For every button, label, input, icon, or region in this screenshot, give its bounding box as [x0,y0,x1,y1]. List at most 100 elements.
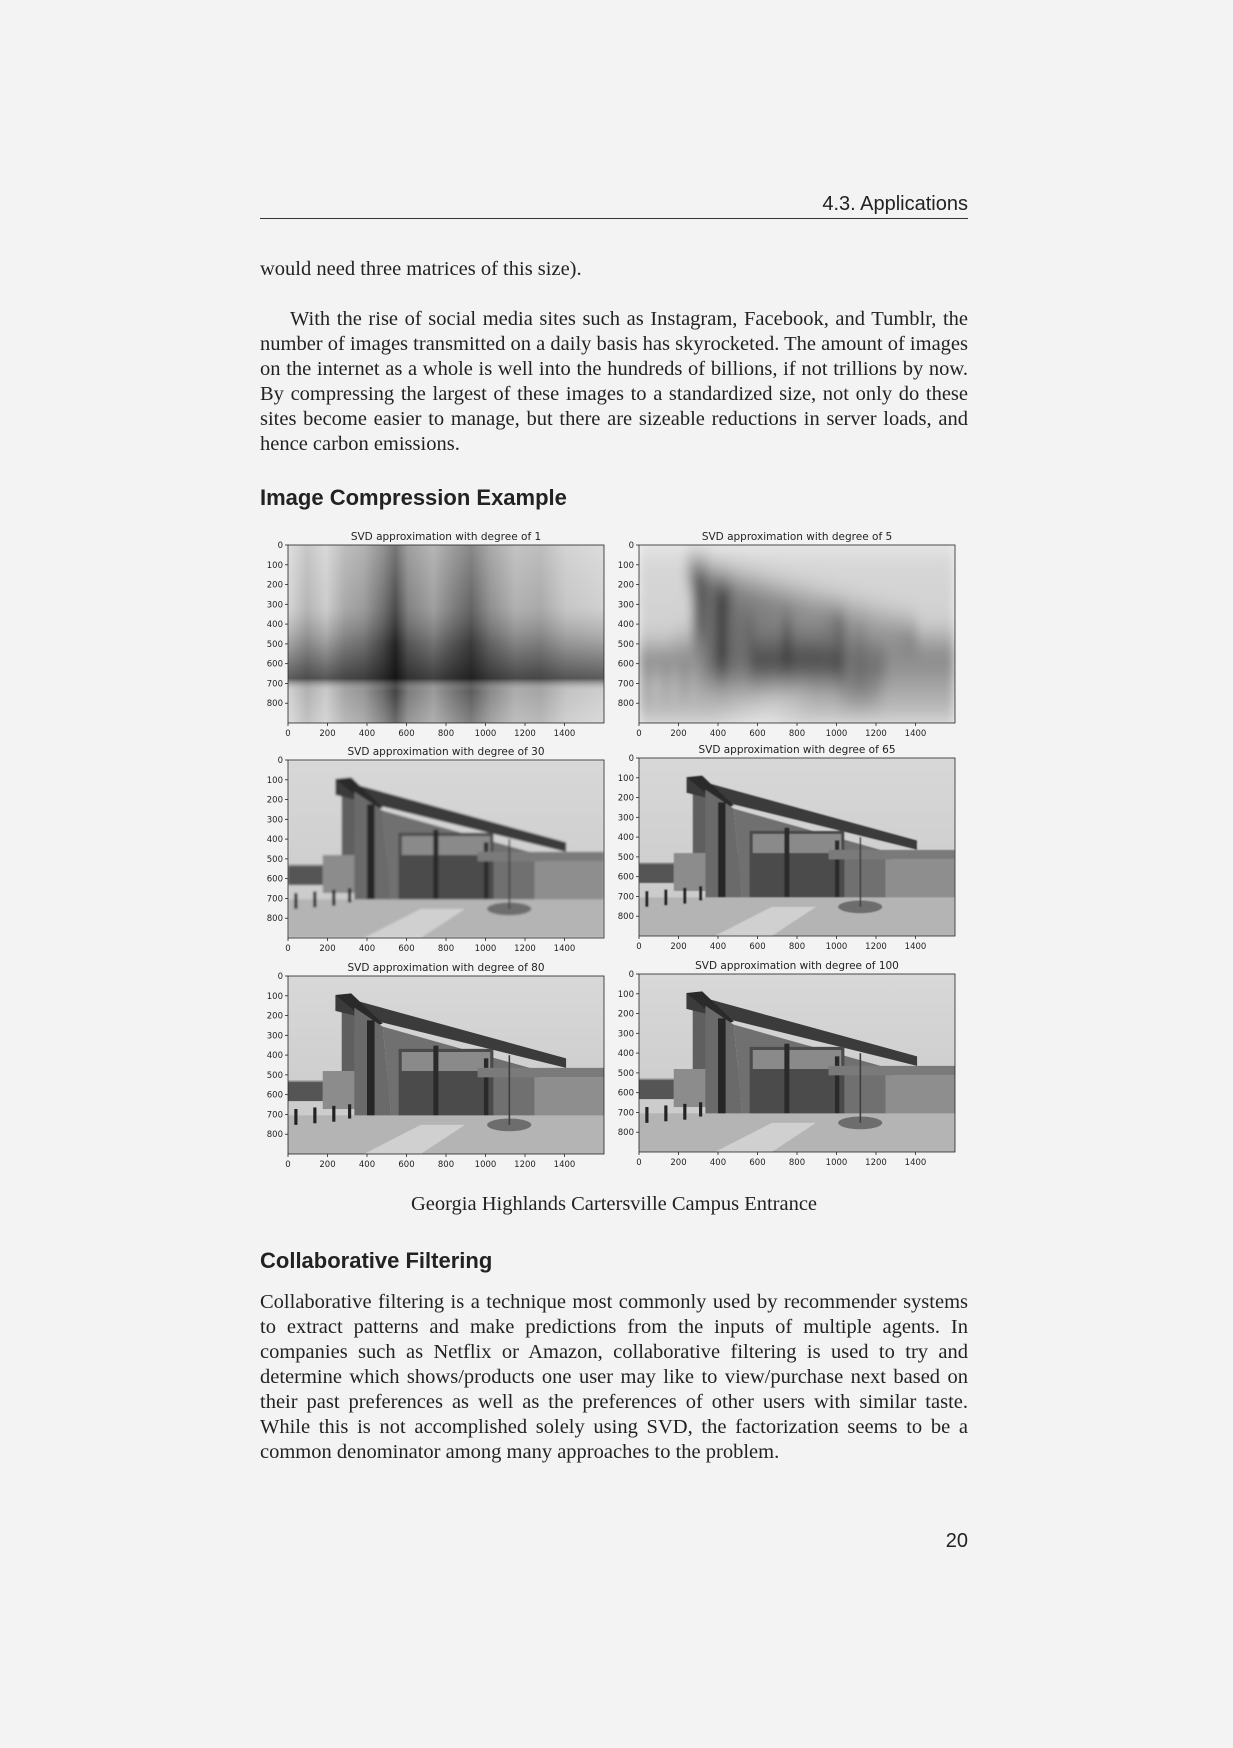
x-tick-label: 1200 [514,944,536,954]
y-tick-label: 700 [267,1110,283,1120]
x-tick-label: 400 [359,1160,375,1170]
y-tick-label: 700 [267,894,283,904]
y-tick-label: 100 [618,561,634,571]
x-tick-label: 600 [749,729,765,739]
y-tick-label: 0 [278,972,283,982]
x-tick-label: 0 [285,1160,290,1170]
y-tick-label: 300 [618,600,634,610]
y-tick-label: 0 [629,754,634,764]
svd-panel-degree-100: SVD approximation with degree of 100 0 100… [618,960,956,1168]
y-tick-label: 400 [618,1049,634,1059]
social-media-paragraph: With the rise of social media sites such… [260,308,968,455]
svd-image-degree-100 [639,974,955,1152]
y-tick-label: 200 [618,581,634,591]
x-tick-label: 1400 [554,1160,576,1170]
x-tick-label: 1000 [475,1160,497,1170]
x-tick-label: 600 [398,944,414,954]
svd-panel-degree-1: SVD approximation with degree of 1 0 100 20… [267,531,605,739]
running-header: 4.3. Applications [260,190,968,219]
x-tick-label: 600 [398,1160,414,1170]
svd-image-degree-5 [639,545,955,723]
panel-title: SVD approximation with degree of 5 [702,531,892,543]
y-tick-label: 400 [267,1051,283,1061]
x-tick-label: 800 [789,942,805,952]
svd-image-degree-30 [288,760,604,938]
y-tick-label: 200 [618,1010,634,1020]
x-tick-label: 400 [359,729,375,739]
panel-title: SVD approximation with degree of 1 [351,531,541,543]
x-tick-label: 1400 [905,1158,927,1168]
x-tick-label: 800 [438,729,454,739]
y-tick-label: 100 [267,776,283,786]
y-tick-label: 700 [267,679,283,689]
y-tick-label: 600 [267,660,283,670]
y-tick-label: 700 [618,892,634,902]
svd-panel-degree-5: SVD approximation with degree of 5 0 100 20… [618,531,956,739]
y-tick-label: 0 [629,970,634,980]
y-tick-label: 300 [618,813,634,823]
y-tick-label: 600 [267,875,283,885]
svd-compression-figure: SVD approximation with degree of 1 0 100 20… [267,531,956,1170]
y-tick-label: 800 [267,1130,283,1140]
y-tick-label: 800 [618,699,634,709]
y-tick-label: 0 [278,541,283,551]
x-tick-label: 400 [710,1158,726,1168]
y-tick-label: 600 [267,1091,283,1101]
x-tick-label: 0 [285,944,290,954]
x-tick-label: 1000 [826,729,848,739]
y-tick-label: 200 [267,581,283,591]
x-tick-label: 1200 [865,1158,887,1168]
y-tick-label: 200 [267,796,283,806]
x-tick-label: 0 [636,942,641,952]
panel-title: SVD approximation with degree of 65 [698,744,895,756]
svd-panel-degree-65: SVD approximation with degree of 65 0 100 2… [618,744,956,952]
x-tick-label: 0 [285,729,290,739]
x-tick-label: 1400 [554,729,576,739]
x-tick-label: 0 [636,1158,641,1168]
x-tick-label: 200 [670,729,686,739]
y-tick-label: 300 [618,1029,634,1039]
x-tick-label: 1000 [826,1158,848,1168]
x-tick-label: 1000 [475,729,497,739]
y-tick-label: 800 [267,699,283,709]
y-tick-label: 100 [267,561,283,571]
y-tick-label: 100 [267,992,283,1002]
x-tick-label: 1200 [865,729,887,739]
x-tick-label: 800 [789,1158,805,1168]
y-tick-label: 400 [618,620,634,630]
x-tick-label: 200 [319,729,335,739]
page-number: 20 [945,1530,968,1552]
x-tick-label: 200 [319,944,335,954]
y-tick-label: 600 [618,873,634,883]
y-tick-label: 500 [618,853,634,863]
x-tick-label: 600 [749,942,765,952]
collaborative-filtering-paragraph: Collaborative filtering is a technique m… [260,1291,968,1463]
y-tick-label: 100 [618,774,634,784]
intro-tail-paragraph: would need three matrices of this size). [260,258,582,280]
x-tick-label: 1200 [514,729,536,739]
x-tick-label: 200 [319,1160,335,1170]
x-tick-label: 1400 [905,942,927,952]
panel-title: SVD approximation with degree of 80 [347,962,544,974]
svd-panel-degree-80: SVD approximation with degree of 80 0 100 2… [267,962,605,1170]
y-tick-label: 0 [629,541,634,551]
y-tick-label: 600 [618,1089,634,1099]
y-tick-label: 700 [618,1108,634,1118]
x-tick-label: 800 [789,729,805,739]
y-tick-label: 400 [618,833,634,843]
y-tick-label: 600 [618,660,634,670]
x-tick-label: 400 [710,729,726,739]
y-tick-label: 200 [618,794,634,804]
x-tick-label: 400 [710,942,726,952]
collaborative-filtering-heading: Collaborative Filtering [260,1248,493,1273]
x-tick-label: 600 [749,1158,765,1168]
y-tick-label: 800 [618,912,634,922]
x-tick-label: 1000 [475,944,497,954]
y-tick-label: 500 [267,1071,283,1081]
y-tick-label: 500 [618,640,634,650]
svd-image-degree-1 [288,545,604,723]
svd-image-degree-80 [288,976,604,1154]
x-tick-label: 1400 [554,944,576,954]
x-tick-label: 1200 [865,942,887,952]
svd-image-degree-65 [639,758,955,936]
